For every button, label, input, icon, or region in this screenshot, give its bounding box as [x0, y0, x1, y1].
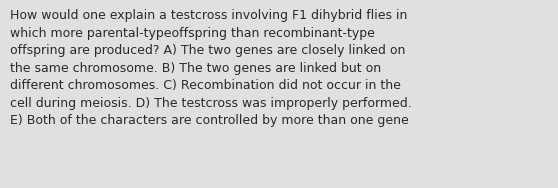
Text: How would one explain a testcross involving F1 dihybrid flies in
which more pare: How would one explain a testcross involv…	[10, 9, 412, 127]
